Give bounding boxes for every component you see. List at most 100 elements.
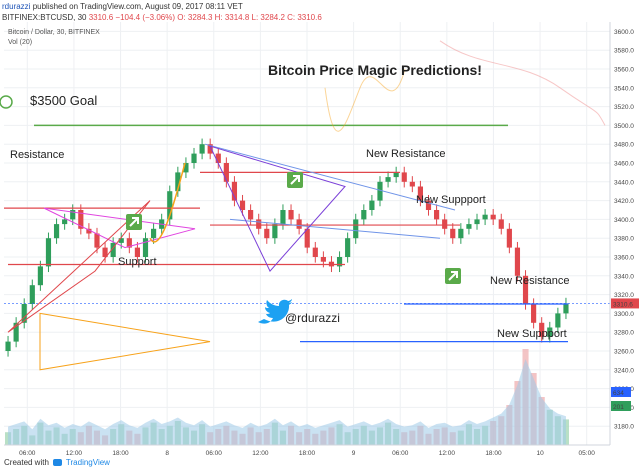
price-tick-label: 3440.0 <box>614 179 634 186</box>
drawing-anchor-icon <box>0 95 13 109</box>
time-tick-label: 9 <box>352 450 356 457</box>
time-tick-label: 12:00 <box>66 450 83 457</box>
twitter-handle: @rdurazzi <box>285 311 340 325</box>
price-tick-label: 3520.0 <box>614 104 634 111</box>
candle-body <box>498 219 504 229</box>
symbol-line: BITFINEX:BTCUSD, 30 3310.6 −104.4 (−3.06… <box>2 13 322 22</box>
candle-body <box>142 238 149 257</box>
candle-body <box>183 163 189 173</box>
candle-body <box>450 228 456 239</box>
candle-body <box>94 233 100 248</box>
candle-body <box>506 228 512 248</box>
candle-body <box>466 224 472 229</box>
price-tick-label: 3280.0 <box>614 330 634 337</box>
projection-curve <box>439 40 606 126</box>
price-tick-label: 3600.0 <box>614 29 634 36</box>
price-tick-label: 3460.0 <box>614 161 634 168</box>
support-annotation: Support <box>118 256 157 268</box>
candle-body <box>231 181 238 201</box>
volume-tag-label: 634 <box>613 390 624 397</box>
time-tick-label: 10 <box>536 450 544 457</box>
candle-body <box>248 210 254 220</box>
price-tick-label: 3480.0 <box>614 142 634 149</box>
up-arrow-icon-glyph <box>129 217 139 227</box>
candle-body <box>442 219 448 229</box>
chart-title-annotation: Bitcoin Price Magic Predictions! <box>268 62 482 78</box>
candle-body <box>126 238 132 248</box>
candle-body <box>482 214 488 220</box>
candle-body <box>45 238 52 267</box>
candle-body <box>522 275 529 304</box>
candle-body <box>514 247 521 276</box>
price-tick-label: 3260.0 <box>614 349 634 356</box>
candle-body <box>288 210 294 220</box>
new-resistance-annotation-2: New Resistance <box>490 275 570 287</box>
candle-body <box>13 322 19 342</box>
volume-tag <box>611 387 631 397</box>
candle-body <box>531 304 537 323</box>
candle-body <box>272 224 278 239</box>
candle-body <box>425 200 432 210</box>
volume-label: Vol (20) <box>8 39 33 46</box>
twitter-bird-icon <box>258 299 292 324</box>
new-support-annotation-1: New Suppport <box>416 194 486 206</box>
footer: Created with TradingView <box>4 458 110 467</box>
volume-area <box>8 359 566 445</box>
candle-body <box>345 238 351 257</box>
candle-body <box>207 144 213 154</box>
time-tick-label: 06:00 <box>206 450 223 457</box>
candle-body <box>21 304 27 323</box>
price-tick-label: 3240.0 <box>614 367 634 374</box>
trend-line <box>229 218 441 239</box>
candle-body <box>409 181 415 187</box>
price-tick-label: 3540.0 <box>614 85 634 92</box>
trend-line <box>204 143 456 211</box>
candle-body <box>304 228 310 248</box>
goal-annotation: $3500 Goal <box>30 93 98 108</box>
time-tick-label: 05:00 <box>579 450 596 457</box>
publish-line: rdurazzi published on TradingView.com, A… <box>2 2 243 11</box>
pattern-triangle-purple <box>209 145 346 272</box>
candle-body <box>539 322 545 337</box>
candle-body <box>280 210 286 225</box>
candle-body <box>401 172 407 182</box>
price-tick-label: 3500.0 <box>614 123 634 130</box>
last-price-tag-label: 3310.6 <box>613 301 633 308</box>
brand-name[interactable]: TradingView <box>65 458 110 467</box>
new-resistance-annotation-1: New Resistance <box>366 148 446 160</box>
candle-body <box>150 228 157 239</box>
candle-body <box>53 224 60 239</box>
candle-body <box>134 247 141 257</box>
projection-curve <box>324 68 406 132</box>
price-tick-label: 3420.0 <box>614 198 634 205</box>
resistance-annotation: Resistance <box>10 149 65 161</box>
projection-curve <box>149 162 186 243</box>
candle-body <box>37 266 43 286</box>
candle-body <box>191 153 197 163</box>
price-tick-label: 3180.0 <box>614 424 634 431</box>
candle-body <box>393 172 399 178</box>
publish-info: published on TradingView.com, August 09,… <box>32 2 243 11</box>
candle-body <box>110 242 116 257</box>
candle-body <box>417 186 424 201</box>
candle-body <box>264 228 270 239</box>
candle-body <box>361 210 367 220</box>
time-tick-label: 18:00 <box>299 450 316 457</box>
tradingview-logo-icon <box>52 459 62 466</box>
candle-body <box>199 144 205 154</box>
candle-body <box>70 210 76 220</box>
price-tick-label: 3560.0 <box>614 67 634 74</box>
candle-body <box>547 327 553 337</box>
candle-body <box>167 191 173 220</box>
last-price: 3310.6 <box>88 13 114 22</box>
price-tick-label: 3580.0 <box>614 48 634 55</box>
time-tick-label: 18:00 <box>112 450 129 457</box>
author-name[interactable]: rdurazzi <box>2 2 31 11</box>
candle-body <box>118 238 124 243</box>
price-change: −104.4 (−3.06%) <box>115 13 176 22</box>
time-tick-label: 18:00 <box>485 450 502 457</box>
candle-body <box>215 153 221 163</box>
candle-body <box>312 247 318 257</box>
candle-body <box>385 177 391 182</box>
